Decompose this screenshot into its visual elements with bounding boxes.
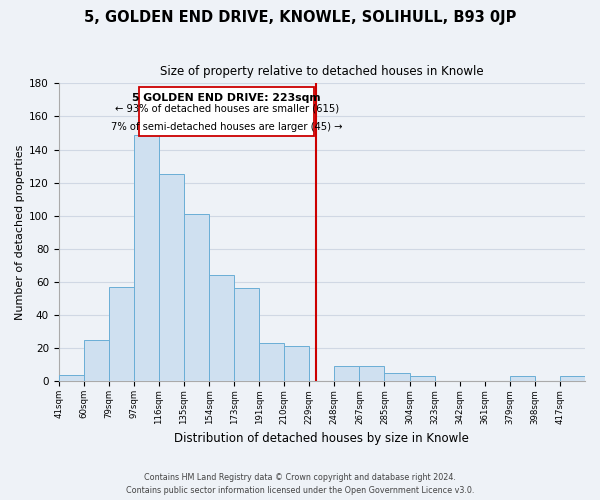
Text: Contains HM Land Registry data © Crown copyright and database right 2024.
Contai: Contains HM Land Registry data © Crown c… [126, 474, 474, 495]
Text: 5 GOLDEN END DRIVE: 223sqm: 5 GOLDEN END DRIVE: 223sqm [132, 92, 321, 102]
Bar [560, 376, 585, 381]
Text: 7% of semi-detached houses are larger (45) →: 7% of semi-detached houses are larger (4… [111, 122, 343, 132]
Bar [209, 276, 234, 381]
Bar [139, 86, 314, 136]
Bar [385, 373, 410, 381]
Text: 5, GOLDEN END DRIVE, KNOWLE, SOLIHULL, B93 0JP: 5, GOLDEN END DRIVE, KNOWLE, SOLIHULL, B… [84, 10, 516, 25]
Bar [134, 134, 159, 381]
Bar [84, 340, 109, 381]
Bar [334, 366, 359, 381]
Bar [510, 376, 535, 381]
Bar [410, 376, 434, 381]
Bar [159, 174, 184, 381]
Bar [109, 287, 134, 381]
Bar [259, 343, 284, 381]
Text: ← 93% of detached houses are smaller (615): ← 93% of detached houses are smaller (61… [115, 104, 338, 114]
Bar [234, 288, 259, 381]
Bar [59, 374, 84, 381]
Bar [359, 366, 385, 381]
Title: Size of property relative to detached houses in Knowle: Size of property relative to detached ho… [160, 65, 484, 78]
Bar [284, 346, 309, 381]
X-axis label: Distribution of detached houses by size in Knowle: Distribution of detached houses by size … [175, 432, 469, 445]
Bar [184, 214, 209, 381]
Y-axis label: Number of detached properties: Number of detached properties [15, 144, 25, 320]
